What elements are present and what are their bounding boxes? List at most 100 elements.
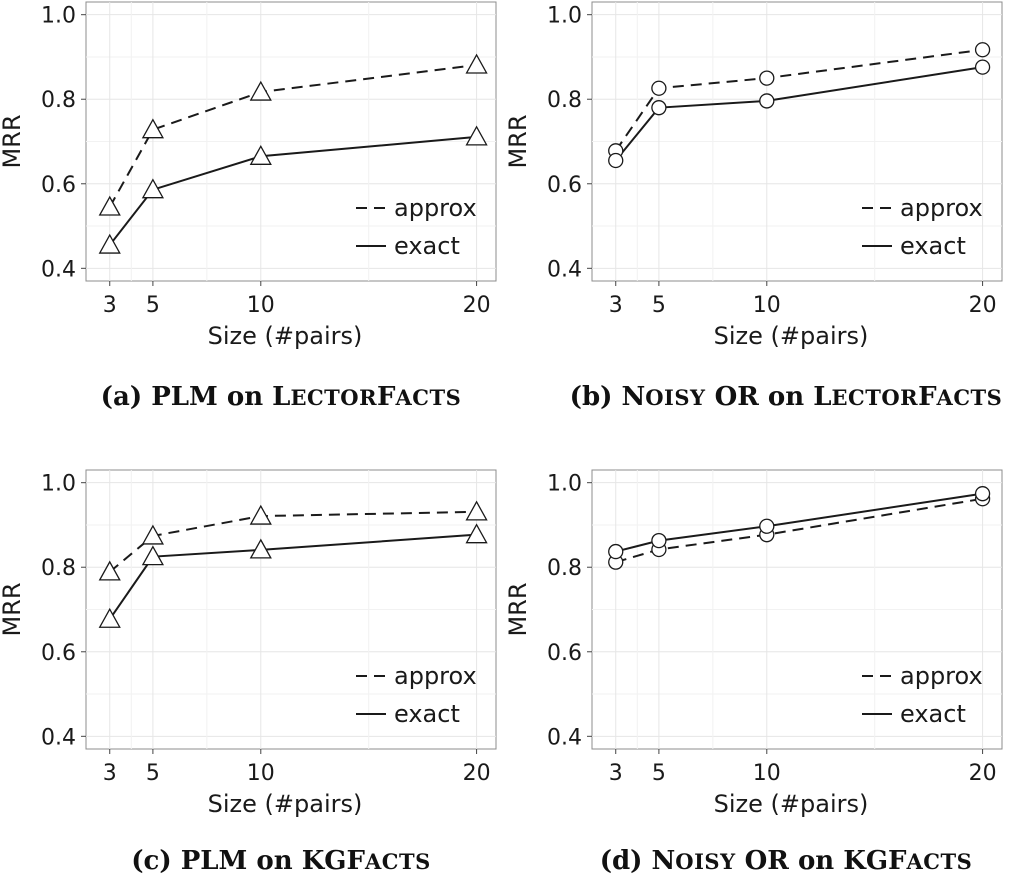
legend-label-exact: exact: [394, 700, 460, 728]
x-tick-label: 5: [652, 293, 666, 318]
caption-label: (b): [570, 382, 622, 412]
y-tick-label: 0.4: [547, 257, 582, 282]
caption-label: (c): [131, 846, 181, 876]
series-line-exact: [614, 66, 983, 162]
y-tick-label: 0.8: [41, 88, 76, 113]
caption-dataset-smallcaps: ACTS: [364, 849, 431, 874]
x-axis-title: Size (#pairs): [208, 322, 363, 350]
chart-panel-1: 0.4 0.6 0.8 1.0 3 5 10 20 Size (#pairs) MRR approx…: [0, 1, 497, 412]
y-tick-label: 1.0: [41, 4, 76, 29]
y-tick-label: 0.8: [41, 556, 76, 581]
y-tick-label: 1.0: [41, 472, 76, 497]
chart-panel-4: 0.4 0.6 0.8 1.0 3 5 10 20 Size (#pairs) MRR approx…: [504, 469, 1003, 876]
legend-label-approx: approx: [900, 662, 983, 690]
caption-model-rest: OR: [706, 382, 768, 412]
caption-model-smallcaps: OISY: [645, 385, 706, 410]
legend-label-approx: approx: [394, 662, 477, 690]
x-tick-label: 20: [463, 293, 491, 318]
data-point-exact: [465, 125, 488, 146]
caption-model: N: [621, 382, 645, 412]
data-point-approx: [141, 524, 164, 545]
series-line-exact: [108, 533, 477, 620]
x-tick-label: 3: [609, 761, 623, 786]
data-point-approx: [465, 500, 488, 521]
y-tick-label: 0.6: [41, 641, 76, 666]
series-line-exact: [615, 492, 983, 553]
data-point-exact: [974, 486, 991, 502]
caption-sep: on: [256, 846, 301, 876]
data-point-exact: [651, 100, 667, 116]
data-point-exact: [608, 152, 624, 169]
data-point-approx: [141, 118, 164, 139]
data-point-exact: [249, 538, 272, 559]
caption-dataset-smallcaps: ACTS: [395, 385, 462, 410]
x-axis-title: Size (#pairs): [714, 790, 869, 818]
caption-model-rest: OR: [736, 846, 798, 876]
legend-label-exact: exact: [900, 700, 966, 728]
series-line-exact: [108, 135, 477, 246]
caption-model: N: [652, 846, 676, 876]
data-point-exact: [141, 178, 164, 199]
data-point-exact: [249, 144, 272, 165]
chart-panel-2: 0.4 0.6 0.8 1.0 3 5 10 20 Size (#pairs) MRR approx…: [504, 1, 1003, 412]
data-point-exact: [759, 518, 775, 534]
series-line-approx: [614, 48, 983, 152]
x-axis-title: Size (#pairs): [714, 322, 869, 350]
legend-label-approx: approx: [394, 194, 477, 222]
data-point-exact: [974, 59, 991, 75]
data-point-approx: [651, 80, 667, 96]
data-point-approx: [759, 70, 775, 86]
caption-dataset: L: [813, 382, 831, 412]
data-point-approx: [98, 195, 121, 216]
x-tick-label: 3: [609, 293, 623, 318]
data-point-exact: [98, 233, 121, 254]
data-point-approx: [249, 504, 272, 525]
caption-dataset-smallcaps: ECTOR: [290, 385, 377, 410]
y-tick-label: 0.8: [547, 88, 582, 113]
caption-sep: on: [768, 382, 813, 412]
y-tick-label: 0.4: [41, 257, 76, 282]
caption-dataset: KGF: [302, 846, 366, 876]
y-tick-label: 0.4: [41, 725, 76, 750]
caption-dataset: F: [918, 382, 937, 412]
x-axis-title: Size (#pairs): [208, 790, 363, 818]
series-line-approx: [108, 63, 477, 208]
panel-caption: (c) PLM on KGFACTS: [131, 846, 431, 876]
caption-label: (d): [600, 846, 652, 876]
data-point-exact: [759, 93, 775, 109]
data-point-approx: [249, 80, 272, 101]
panel-caption: (a) PLM on LECTORFACTS: [101, 382, 462, 412]
data-point-exact: [98, 607, 121, 628]
data-point-approx: [98, 560, 121, 581]
data-point-approx: [974, 42, 991, 58]
caption-model: PLM: [151, 382, 227, 412]
data-point-approx: [465, 53, 488, 74]
caption-dataset-smallcaps: ECTOR: [831, 385, 918, 410]
y-axis-title: MRR: [0, 582, 26, 636]
x-tick-label: 10: [753, 761, 781, 786]
y-axis-title: MRR: [504, 582, 532, 636]
caption-sep: on: [227, 382, 272, 412]
x-tick-label: 5: [146, 761, 160, 786]
x-tick-label: 10: [247, 761, 275, 786]
data-point-exact: [651, 532, 667, 549]
x-tick-label: 5: [146, 293, 160, 318]
caption-dataset: L: [272, 382, 290, 412]
x-tick-label: 20: [969, 761, 997, 786]
y-axis-title: MRR: [0, 114, 26, 168]
x-tick-label: 20: [463, 761, 491, 786]
panel-caption: (b) NOISY OR on LECTORFACTS: [570, 382, 1003, 412]
data-point-exact: [608, 543, 624, 560]
y-tick-label: 1.0: [547, 472, 582, 497]
y-tick-label: 0.8: [547, 556, 582, 581]
y-tick-label: 0.4: [547, 725, 582, 750]
legend-label-exact: exact: [900, 232, 966, 260]
x-tick-label: 10: [753, 293, 781, 318]
legend-label-approx: approx: [900, 194, 983, 222]
series-line-approx: [109, 510, 477, 573]
y-tick-label: 0.6: [41, 173, 76, 198]
x-tick-label: 20: [969, 293, 997, 318]
legend-label-exact: exact: [394, 232, 460, 260]
x-tick-label: 3: [103, 761, 117, 786]
